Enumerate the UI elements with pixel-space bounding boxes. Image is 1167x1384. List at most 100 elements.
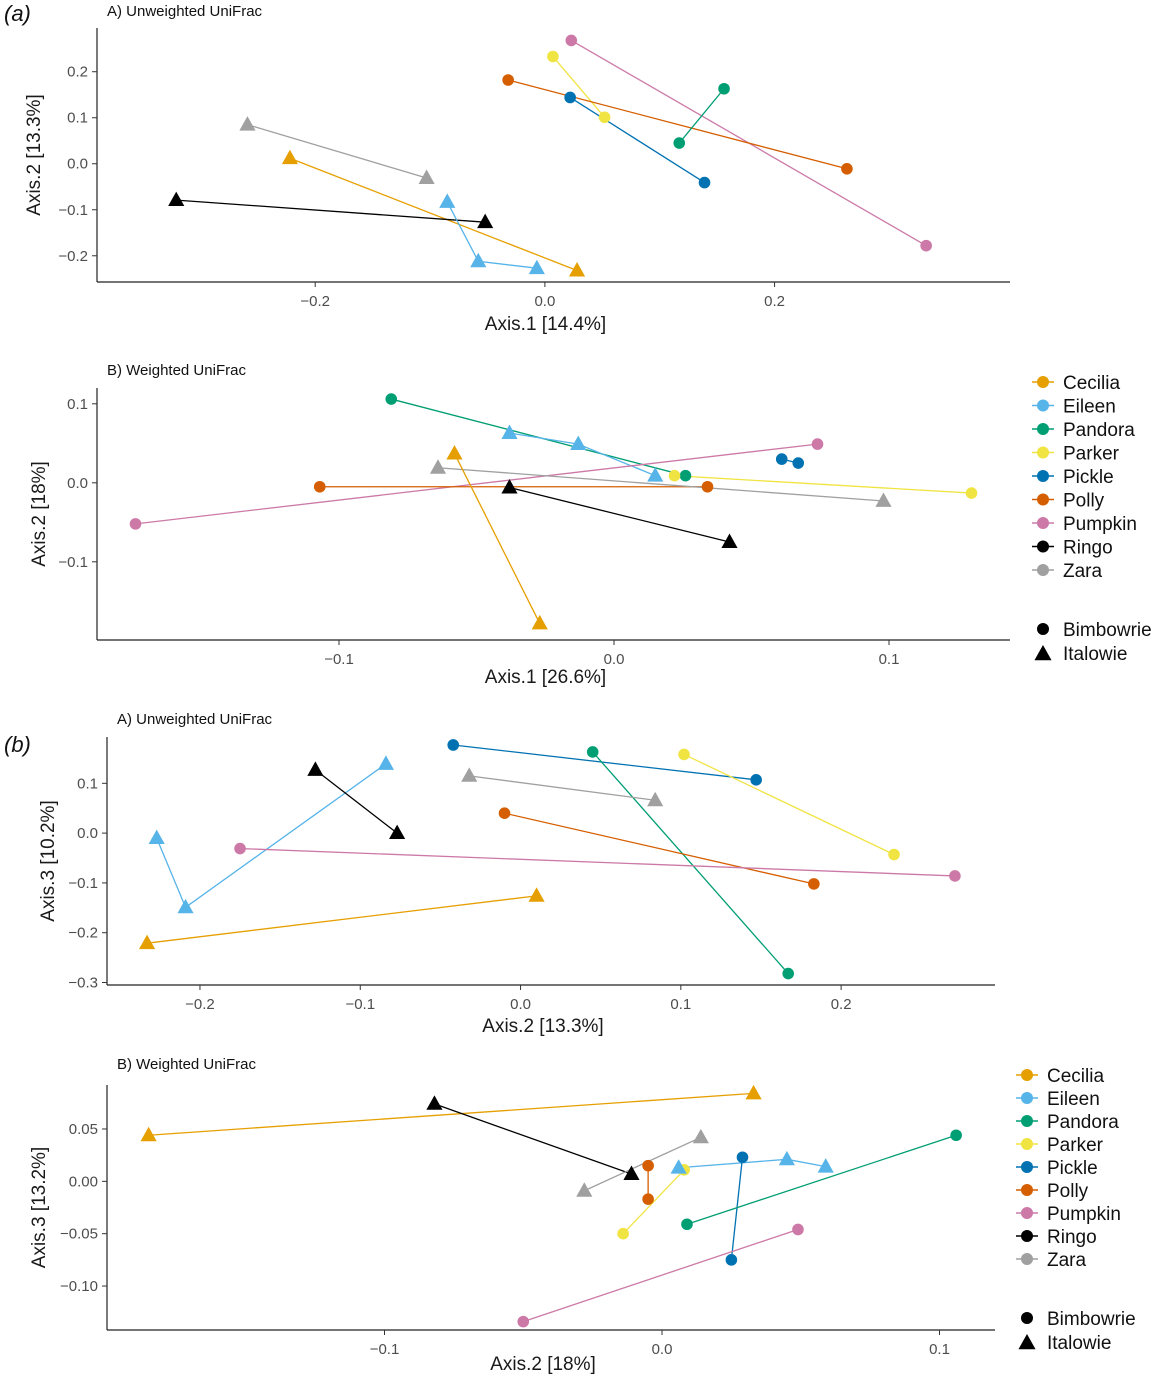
legend-label-zara: Zara — [1047, 1250, 1087, 1271]
y-tick-label: −0.1 — [68, 875, 98, 892]
panels: A) Unweighted UniFrac−0.2 0.0 0.2−0.2−0.10… — [24, 3, 1010, 1375]
x-tick-label: −0.1 — [370, 1341, 400, 1358]
point-pumpkin — [792, 1223, 804, 1236]
y-axis-label: Axis.2 [18%] — [29, 461, 50, 567]
chart-panel-3: A) Unweighted UniFrac −0.2 −0.1 0.0 0.1 0.2 −0… — [38, 711, 995, 1037]
y-tick-label: 0.2 — [67, 64, 88, 81]
legend-label-pumpkin: Pumpkin — [1047, 1204, 1121, 1225]
point-polly — [313, 480, 326, 493]
point-parker — [547, 50, 559, 63]
y-tick-label: 0.0 — [77, 825, 98, 842]
point-pumpkin — [234, 842, 246, 855]
point-zara — [692, 1128, 709, 1144]
legend-key-parker — [1037, 446, 1049, 459]
series-line-pickle — [569, 96, 705, 184]
point-pandora — [681, 1218, 693, 1231]
point-ringo — [426, 1095, 443, 1110]
point-parker — [668, 469, 681, 482]
y-tick-label: −0.2 — [58, 248, 88, 265]
series-line-pumpkin — [523, 1228, 799, 1323]
point-pandora — [679, 469, 692, 482]
legend-key-cecilia — [1037, 376, 1049, 388]
point-zara — [875, 492, 892, 507]
series-line-cecilia — [148, 1092, 754, 1136]
series-line-zara — [247, 124, 427, 179]
point-pumpkin — [517, 1315, 530, 1328]
x-tick-label: −0.2 — [300, 293, 330, 310]
y-tick-label: 0.0 — [67, 475, 88, 492]
series-line-eileen — [156, 763, 387, 909]
point-pickle — [698, 176, 711, 189]
point-polly — [498, 807, 511, 819]
legend-shape-triangle — [1034, 645, 1052, 661]
y-tick-label: 0.1 — [67, 396, 88, 413]
x-tick-label: 0.0 — [652, 1341, 673, 1358]
point-zara — [461, 767, 478, 782]
x-axis-label: Axis.2 [13.3%] — [482, 1016, 603, 1037]
legend-key-pumpkin — [1021, 1207, 1033, 1219]
point-ringo — [389, 824, 406, 840]
x-axis-label: Axis.1 [14.4%] — [485, 314, 606, 335]
series-line-ringo — [176, 199, 486, 223]
point-pandora — [586, 746, 599, 758]
legend-key-ringo — [1037, 540, 1049, 553]
legend-label-eileen: Eileen — [1063, 397, 1116, 418]
series-line-parker — [674, 475, 972, 494]
series-line-polly — [504, 812, 815, 885]
series-line-zara — [469, 775, 656, 801]
point-pickle — [736, 1151, 749, 1164]
point-cecilia — [531, 614, 548, 630]
point-zara — [429, 459, 447, 474]
series-line-eileen — [446, 201, 537, 269]
series-line-eileen — [678, 1158, 826, 1169]
legend-key-zara — [1037, 564, 1049, 576]
series-line-zara — [437, 467, 884, 502]
point-eileen — [148, 829, 165, 845]
legend-shape-label-italowie: Italowie — [1047, 1333, 1111, 1354]
y-tick-label: −0.05 — [60, 1226, 98, 1243]
point-eileen — [570, 435, 587, 451]
chart-panel-4: B) Weighted UniFrac −0.1 0.0 0.1 −0.10 −0.05 0… — [29, 1056, 995, 1375]
point-pumpkin — [811, 438, 824, 450]
point-pandora — [673, 137, 686, 149]
series-line-ringo — [434, 1103, 632, 1175]
legend-key-pandora — [1037, 423, 1049, 435]
legend-label-zara: Zara — [1063, 561, 1103, 582]
legend-key-ringo — [1021, 1230, 1033, 1242]
point-polly — [701, 480, 714, 493]
series-line-pickle — [730, 1157, 744, 1260]
point-eileen — [670, 1159, 687, 1174]
chart-panel-1: A) Unweighted UniFrac −0.2 0.0 0.2 −0.2 −0.1 0… — [24, 3, 1010, 335]
point-cecilia — [140, 1126, 157, 1142]
series-line-cecilia — [453, 453, 541, 624]
point-polly — [642, 1193, 654, 1205]
point-polly — [502, 74, 514, 86]
x-tick-label: −0.1 — [345, 996, 375, 1013]
legend-shape-label-bimbowrie: Bimbowrie — [1047, 1309, 1136, 1330]
y-axis-label: Axis.3 [10.2%] — [38, 800, 59, 921]
legend-key-parker — [1021, 1138, 1033, 1150]
series-line-parker — [552, 56, 606, 118]
legend-key-polly — [1037, 493, 1049, 506]
point-parker — [888, 848, 900, 861]
legend-label-polly: Polly — [1047, 1181, 1089, 1202]
point-eileen — [470, 252, 487, 268]
y-tick-label: −0.3 — [68, 975, 98, 992]
legend-shape-label-bimbowrie: Bimbowrie — [1063, 620, 1152, 641]
x-tick-label: 0.2 — [831, 996, 852, 1013]
legend-label-eileen: Eileen — [1047, 1089, 1100, 1110]
legends: CeciliaEileenPandoraParkerPicklePollyPum… — [1016, 373, 1152, 1354]
y-tick-label: 0.00 — [69, 1173, 98, 1190]
point-eileen — [177, 898, 194, 914]
point-pandora — [718, 82, 730, 95]
legend-key-pickle — [1021, 1161, 1033, 1173]
y-tick-label: 0.0 — [67, 156, 88, 173]
point-polly — [642, 1159, 654, 1172]
x-tick-label: 0.1 — [879, 651, 900, 668]
x-tick-label: −0.2 — [185, 996, 215, 1013]
x-axis-label: Axis.1 [26.6%] — [485, 667, 606, 688]
point-pickle — [750, 774, 762, 786]
series-line-pumpkin — [135, 443, 818, 525]
series-line-parker — [683, 753, 895, 856]
point-parker — [617, 1227, 629, 1240]
